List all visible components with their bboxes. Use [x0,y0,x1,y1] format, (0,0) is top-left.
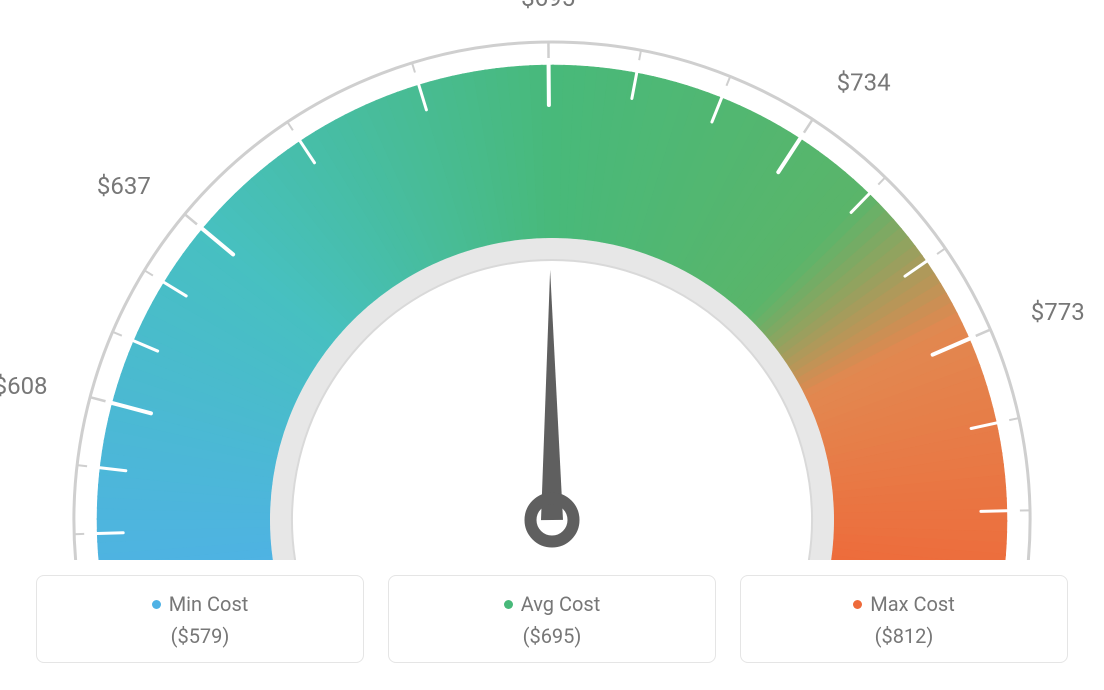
legend-value-max: ($812) [751,624,1057,648]
legend-row: Min Cost ($579) Avg Cost ($695) Max Cost… [36,575,1068,663]
legend-card-min: Min Cost ($579) [36,575,364,663]
gauge-tick-label: $637 [97,172,151,200]
legend-label-text: Avg Cost [521,592,601,616]
legend-card-avg: Avg Cost ($695) [388,575,716,663]
gauge-tick-label: $734 [837,68,891,96]
gauge-svg: $579$608$637$695$734$773$812 [0,0,1104,560]
legend-label-avg: Avg Cost [504,592,601,616]
cost-gauge: $579$608$637$695$734$773$812 [0,0,1104,560]
legend-label-text: Max Cost [870,592,955,616]
legend-card-max: Max Cost ($812) [740,575,1068,663]
legend-label-text: Min Cost [169,592,249,616]
legend-label-min: Min Cost [152,592,249,616]
gauge-needle [541,270,563,520]
gauge-tick-label: $608 [0,372,48,400]
dot-icon [853,600,862,609]
dot-icon [152,600,161,609]
dot-icon [504,600,513,609]
legend-value-min: ($579) [47,624,353,648]
gauge-tick-label: $773 [1031,298,1085,326]
legend-label-max: Max Cost [853,592,955,616]
legend-value-avg: ($695) [399,624,705,648]
gauge-tick-label: $695 [521,0,575,12]
